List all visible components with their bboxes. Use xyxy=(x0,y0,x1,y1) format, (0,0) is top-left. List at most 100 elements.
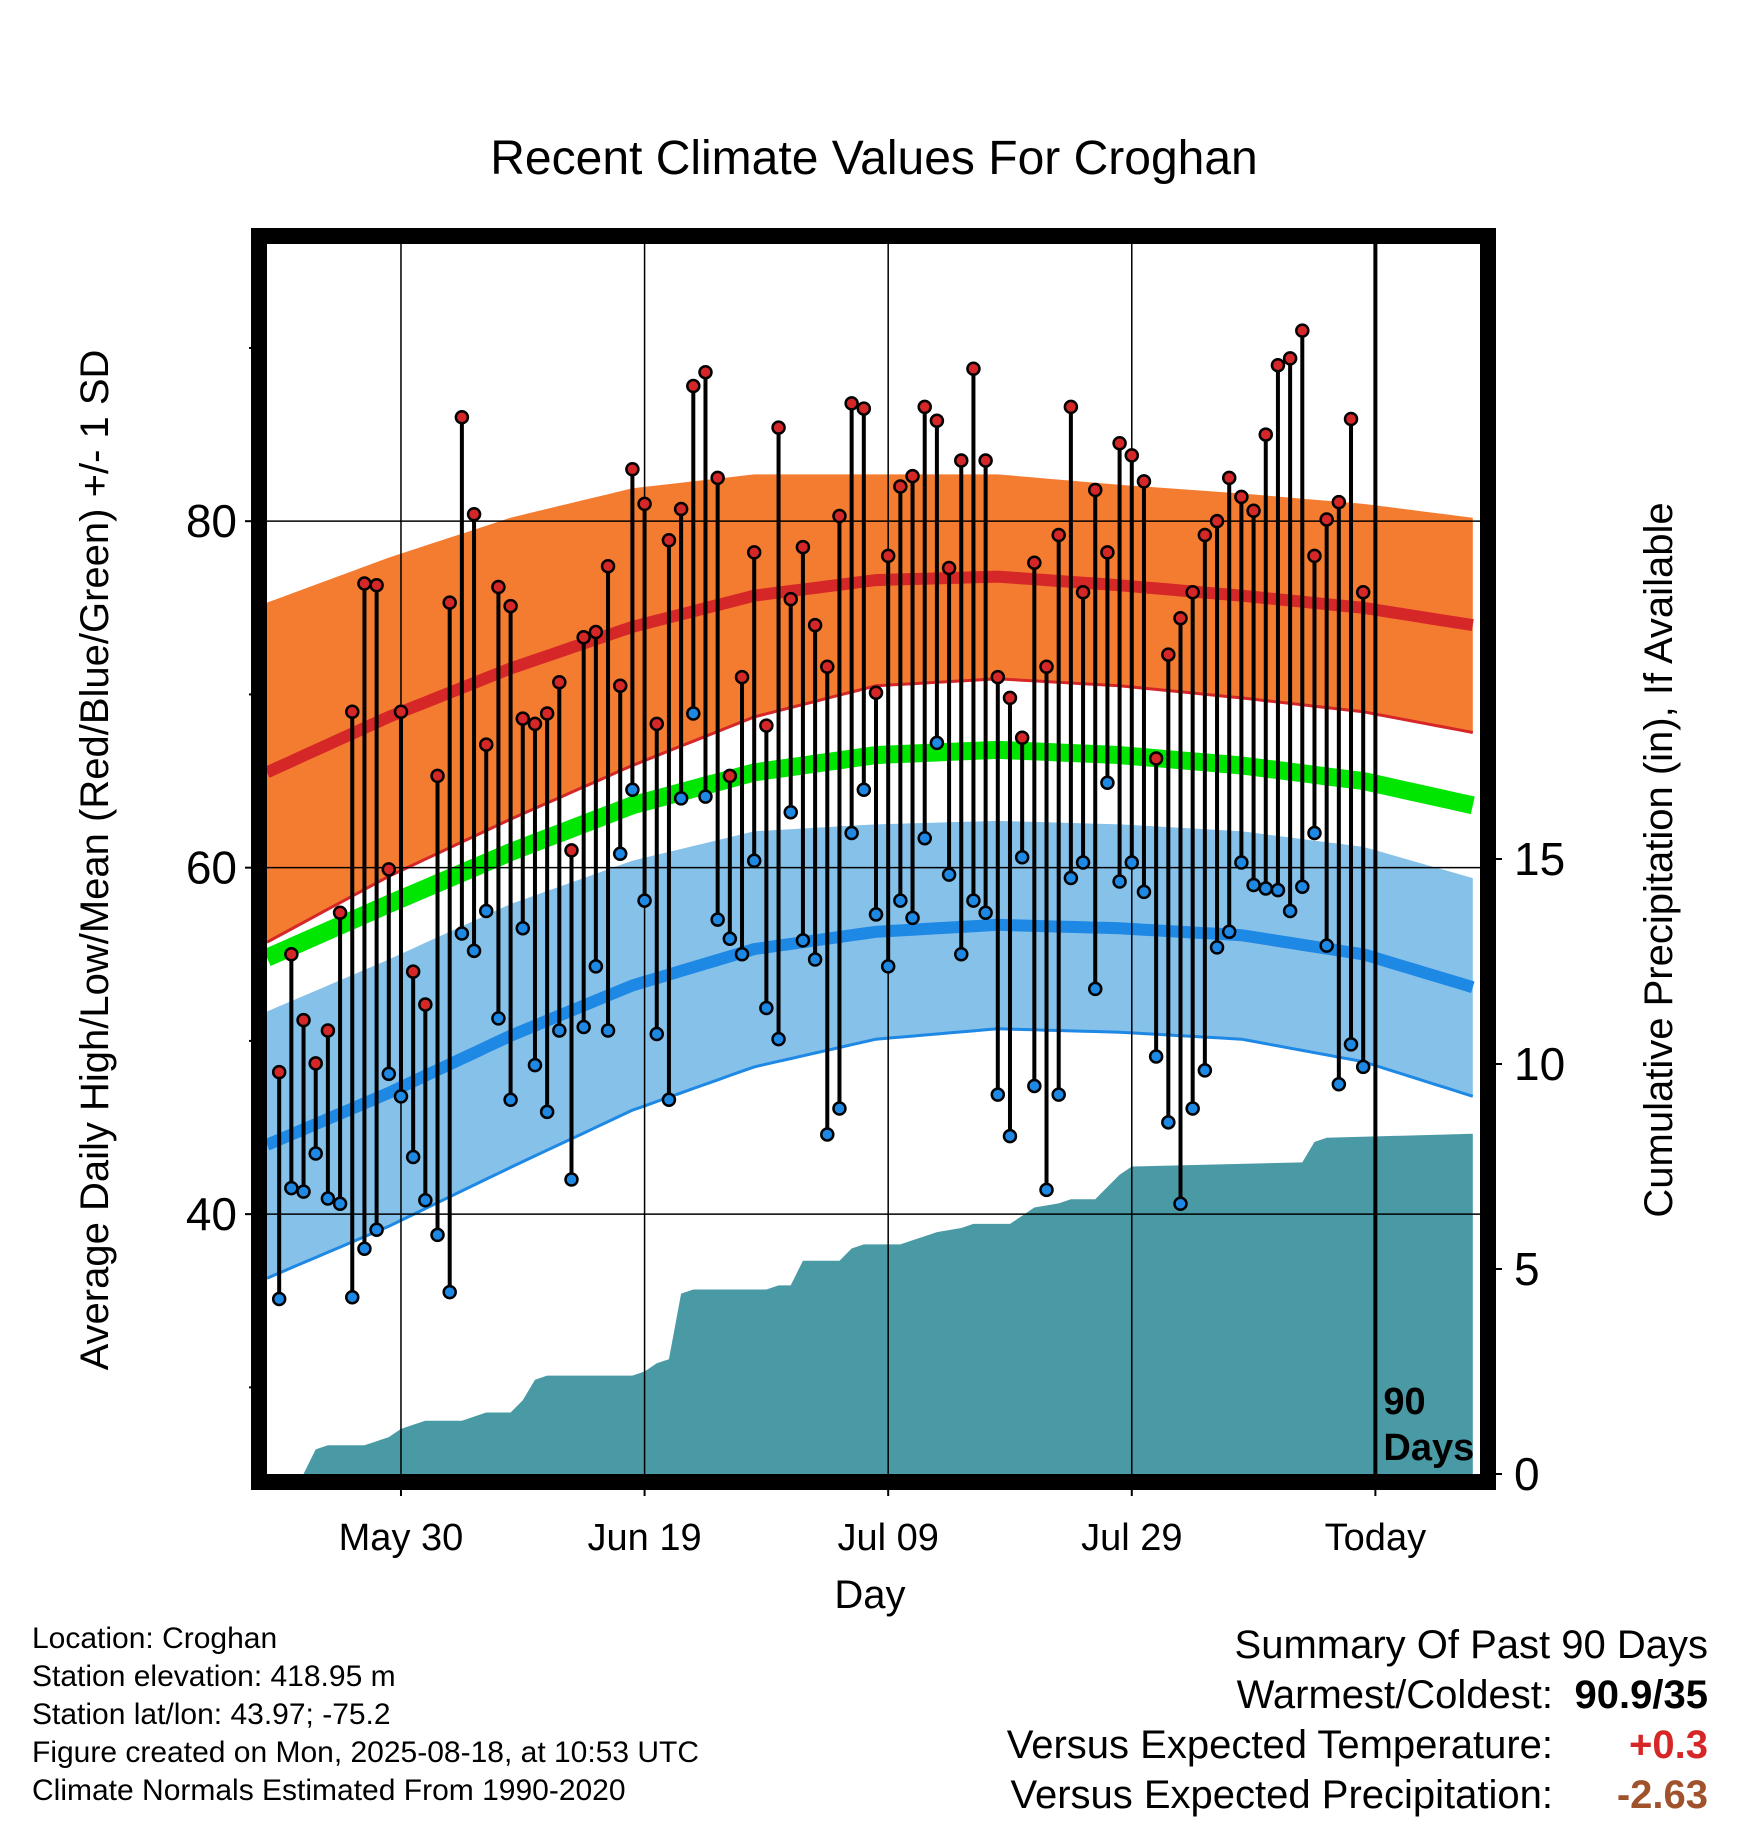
low-point xyxy=(1039,1182,1054,1198)
low-point xyxy=(357,1241,372,1257)
high-point xyxy=(1331,494,1347,510)
low-point xyxy=(1136,884,1152,900)
low-point xyxy=(405,1149,421,1165)
low-point xyxy=(1234,855,1249,870)
high-point xyxy=(917,399,932,415)
low-point xyxy=(856,782,872,797)
high-point xyxy=(820,659,835,674)
high-point xyxy=(1027,555,1042,571)
low-point xyxy=(941,867,957,882)
high-point xyxy=(1136,474,1152,489)
low-point xyxy=(466,943,482,959)
elevation-text: Station elevation: 418.95 m xyxy=(32,1660,396,1693)
high-point xyxy=(1197,527,1213,543)
high-point xyxy=(673,501,689,517)
high-point xyxy=(661,532,677,548)
high-point xyxy=(990,669,1006,685)
low-point xyxy=(369,1222,384,1237)
high-point xyxy=(1124,448,1140,463)
low-point xyxy=(320,1191,336,1206)
low-point xyxy=(673,791,689,806)
high-point xyxy=(1173,610,1188,626)
high-point xyxy=(381,862,397,877)
high-point xyxy=(1075,584,1091,600)
high-point xyxy=(734,669,750,685)
low-point xyxy=(1295,879,1310,894)
high-point xyxy=(941,560,957,576)
high-point xyxy=(478,737,494,752)
high-point xyxy=(1185,584,1200,600)
chart-title: Recent Climate Values For Croghan xyxy=(490,132,1257,185)
high-point xyxy=(905,468,920,484)
low-point xyxy=(746,853,762,868)
high-point xyxy=(686,378,701,394)
low-point xyxy=(491,1011,506,1026)
high-point xyxy=(649,716,665,732)
low-point xyxy=(1027,1078,1042,1094)
low-point xyxy=(1148,1049,1164,1064)
low-point xyxy=(552,1023,567,1038)
station-info: Location: Croghan Station elevation: 418… xyxy=(32,1620,932,1810)
x-tick-label: May 30 xyxy=(339,1517,464,1559)
high-point xyxy=(491,579,506,595)
high-point xyxy=(1161,647,1176,662)
low-point xyxy=(880,959,896,974)
precip-value: -2.63 xyxy=(1616,1773,1708,1817)
low-point xyxy=(1063,870,1079,886)
high-point xyxy=(1063,399,1079,415)
high-point xyxy=(588,624,604,640)
summary-panel: Summary Of Past 90 Days Warmest/Coldest:… xyxy=(808,1620,1708,1820)
low-point xyxy=(576,1019,591,1035)
low-point xyxy=(1343,1037,1359,1052)
high-point xyxy=(771,420,786,435)
temp-value: +0.3 xyxy=(1629,1723,1708,1767)
low-point xyxy=(345,1290,360,1305)
y2-tick-label: 5 xyxy=(1514,1243,1540,1295)
high-point xyxy=(868,685,884,700)
low-point xyxy=(1319,938,1334,953)
high-point xyxy=(1209,513,1225,529)
precip-row: Versus Expected Precipitation: -2.63 xyxy=(808,1770,1708,1820)
low-point xyxy=(1051,1087,1066,1102)
high-point xyxy=(1051,527,1066,543)
y-axis-label: Average Daily High/Low/Mean (Red/Blue/Gr… xyxy=(73,350,117,1371)
high-point xyxy=(612,678,628,694)
x-tick-label: Jul 29 xyxy=(1081,1517,1182,1559)
low-point xyxy=(759,1000,774,1016)
created-text: Figure created on Mon, 2025-08-18, at 10… xyxy=(32,1736,700,1769)
low-point xyxy=(637,893,652,908)
high-point xyxy=(1148,751,1164,766)
x-axis-label: Day xyxy=(834,1573,905,1617)
high-point xyxy=(1039,659,1054,674)
high-point xyxy=(966,361,981,376)
low-point xyxy=(1087,981,1103,997)
high-point xyxy=(710,470,725,486)
low-point xyxy=(1112,874,1127,889)
temp-row: Versus Expected Temperature: +0.3 xyxy=(808,1720,1708,1770)
low-point xyxy=(832,1101,847,1116)
low-point xyxy=(503,1092,518,1108)
high-point xyxy=(893,479,908,494)
high-point xyxy=(1014,730,1030,745)
high-point xyxy=(637,496,652,512)
high-point xyxy=(1270,358,1286,373)
x-tick-label: Jun 19 xyxy=(588,1517,702,1559)
low-point xyxy=(442,1284,457,1300)
low-point xyxy=(978,905,993,920)
low-point xyxy=(1246,877,1261,893)
high-point xyxy=(795,539,811,555)
low-point xyxy=(771,1031,786,1047)
high-point xyxy=(856,401,872,416)
high-point xyxy=(296,1012,311,1028)
y-tick-label: 80 xyxy=(186,495,237,547)
high-point xyxy=(552,675,567,690)
high-point xyxy=(698,364,713,380)
high-point xyxy=(1234,489,1249,505)
high-point xyxy=(332,905,348,920)
high-point xyxy=(1246,503,1261,519)
high-point xyxy=(1355,584,1371,600)
normals-text: Climate Normals Estimated From 1990-2020 xyxy=(32,1774,626,1807)
y2-tick-label: 10 xyxy=(1514,1038,1565,1090)
high-point xyxy=(515,711,531,726)
